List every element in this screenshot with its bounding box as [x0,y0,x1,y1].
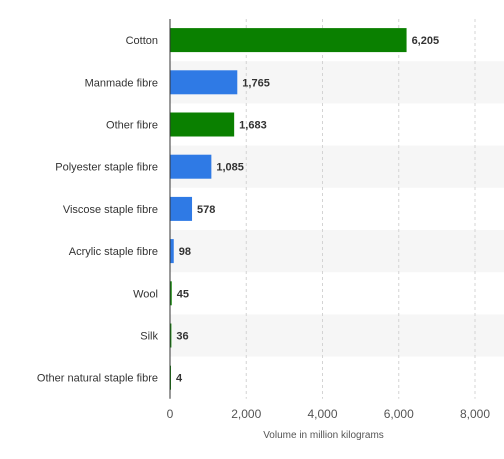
bar[interactable] [170,70,238,95]
row-bands [170,61,504,357]
x-tick-label: 6,000 [384,407,414,421]
category-label: Silk [140,331,158,343]
bar[interactable] [170,239,174,264]
category-labels: Cotton Manmade fibre Other fibre Polyester … [37,35,159,385]
row-band [170,145,504,188]
category-label: Wool [133,288,158,300]
value-labels: 6,205 1,765 1,683 1,085 578 98 45 36 4 [176,35,439,385]
bar[interactable] [170,323,172,348]
bar[interactable] [170,281,172,306]
x-axis-title: Volume in million kilograms [263,430,384,441]
row-band [170,230,504,273]
x-tick-label: 2,000 [231,407,261,421]
value-label: 1,683 [239,120,267,132]
value-label: 45 [177,288,189,300]
x-tick-label: 8,000 [460,407,490,421]
value-label: 4 [176,373,183,385]
category-label: Other fibre [106,120,158,132]
value-label: 1,085 [216,162,244,174]
row-band [170,314,504,357]
bar[interactable] [170,196,193,221]
bar[interactable] [170,154,212,179]
value-label: 1,765 [242,77,270,89]
category-label: Acrylic staple fibre [69,246,158,258]
value-label: 6,205 [412,35,440,47]
category-label: Manmade fibre [85,77,158,89]
category-label: Other natural staple fibre [37,373,158,385]
value-label: 36 [176,331,188,343]
bars [170,28,407,390]
x-tick-label: 0 [167,407,174,421]
bar[interactable] [170,112,235,137]
x-tick-labels: 0 2,000 4,000 6,000 8,000 [167,407,491,421]
value-label: 98 [179,246,191,258]
value-label: 578 [197,204,215,216]
category-label: Viscose staple fibre [63,204,158,216]
x-tick-label: 4,000 [307,407,337,421]
category-label: Polyester staple fibre [55,162,158,174]
bar[interactable] [170,28,407,53]
category-label: Cotton [126,35,158,47]
